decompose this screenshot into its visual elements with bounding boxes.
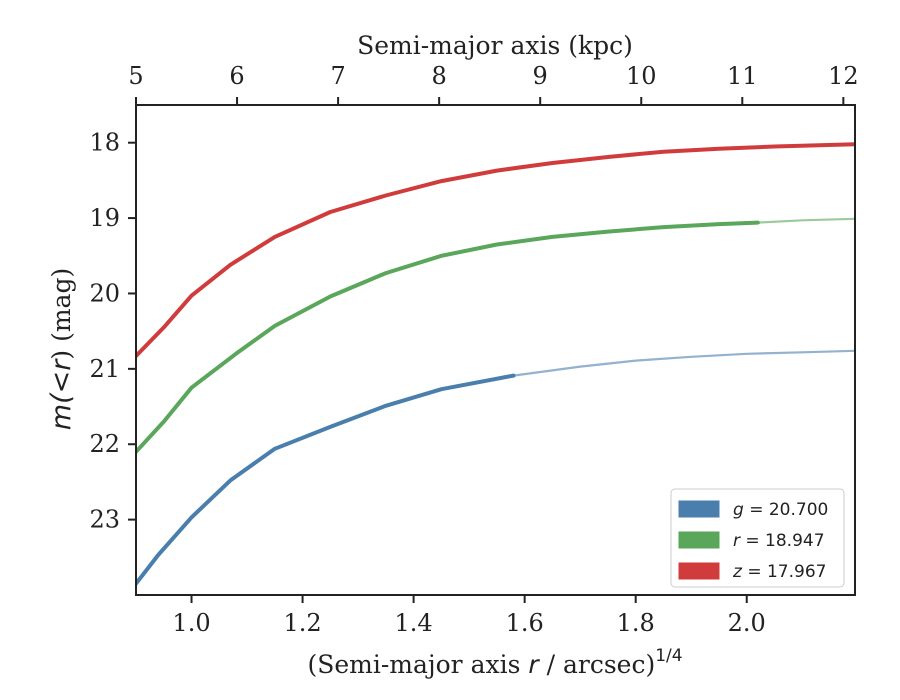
axes: 1.0 1.2 1.4 1.6 1.8 2.0 5 6 7 8 9 10 11 12 18 19 20 21 22 2… xyxy=(89,62,858,637)
top-tick-label-4: 9 xyxy=(533,62,548,90)
x-tick-label-5: 2.0 xyxy=(728,609,766,637)
x-tick-label-1: 1.2 xyxy=(283,609,321,637)
plot-area xyxy=(136,142,855,586)
y-axis-title-mid: (< xyxy=(46,371,77,404)
y-axis-title: m(<r) (mag) xyxy=(46,268,77,430)
plot-frame xyxy=(135,104,856,596)
y-tick-label-3: 21 xyxy=(89,355,120,383)
x-tick-label-2: 1.4 xyxy=(395,609,433,637)
y-tick-label-0: 18 xyxy=(89,129,120,157)
legend-swatch-r xyxy=(678,531,720,549)
legend-value-z: = 17.967 xyxy=(742,562,827,582)
top-tick-label-0: 5 xyxy=(128,62,143,90)
x-axis-title-sup: 1/4 xyxy=(655,646,682,666)
top-tick-label-3: 8 xyxy=(432,62,447,90)
legend-var-r: r xyxy=(733,531,741,551)
legend-var-z: z xyxy=(732,562,743,582)
x-tick-label-3: 1.6 xyxy=(506,609,544,637)
top-tick-label-1: 6 xyxy=(229,62,244,90)
x-axis-title: (Semi-major axis r / arcsec)1/4 xyxy=(307,646,682,679)
legend-swatch-z xyxy=(678,562,720,580)
y-axis-title-m: m xyxy=(46,404,77,430)
x-axis-title-after: / arcsec) xyxy=(539,650,656,679)
y-axis-title-after: ) (mag) xyxy=(47,268,76,360)
legend-value-r: = 18.947 xyxy=(740,531,825,551)
y-tick-label-4: 22 xyxy=(89,430,120,458)
x-axis-title-before: (Semi-major axis xyxy=(307,650,528,679)
legend-label-r: r = 18.947 xyxy=(733,531,825,551)
x-tick-label-4: 1.8 xyxy=(617,609,655,637)
x-tick-label-0: 1.0 xyxy=(172,609,210,637)
series-z-line xyxy=(136,142,855,358)
series-group xyxy=(136,142,855,586)
series-g-line xyxy=(136,373,516,586)
legend-swatch-g xyxy=(678,500,720,518)
series-r-line xyxy=(136,220,760,454)
top-tick-label-6: 11 xyxy=(727,62,758,90)
top-tick-label-7: 12 xyxy=(828,62,859,90)
legend-value-g: = 20.700 xyxy=(744,500,829,520)
y-tick-label-1: 19 xyxy=(89,204,120,232)
y-tick-label-2: 20 xyxy=(89,279,120,307)
top-tick-label-5: 10 xyxy=(626,62,657,90)
top-tick-label-2: 7 xyxy=(330,62,345,90)
legend-var-g: g xyxy=(733,500,744,520)
y-axis-title-r: r xyxy=(46,358,77,371)
top-axis-title: Semi-major axis (kpc) xyxy=(357,31,633,60)
legend-label-z: z = 17.967 xyxy=(732,562,826,582)
series-r-extrapolated-line xyxy=(756,217,855,224)
y-tick-label-5: 23 xyxy=(89,506,120,534)
legend-label-g: g = 20.700 xyxy=(733,500,828,520)
series-g-extrapolated-line xyxy=(512,349,855,377)
x-axis-title-var: r xyxy=(528,650,540,679)
